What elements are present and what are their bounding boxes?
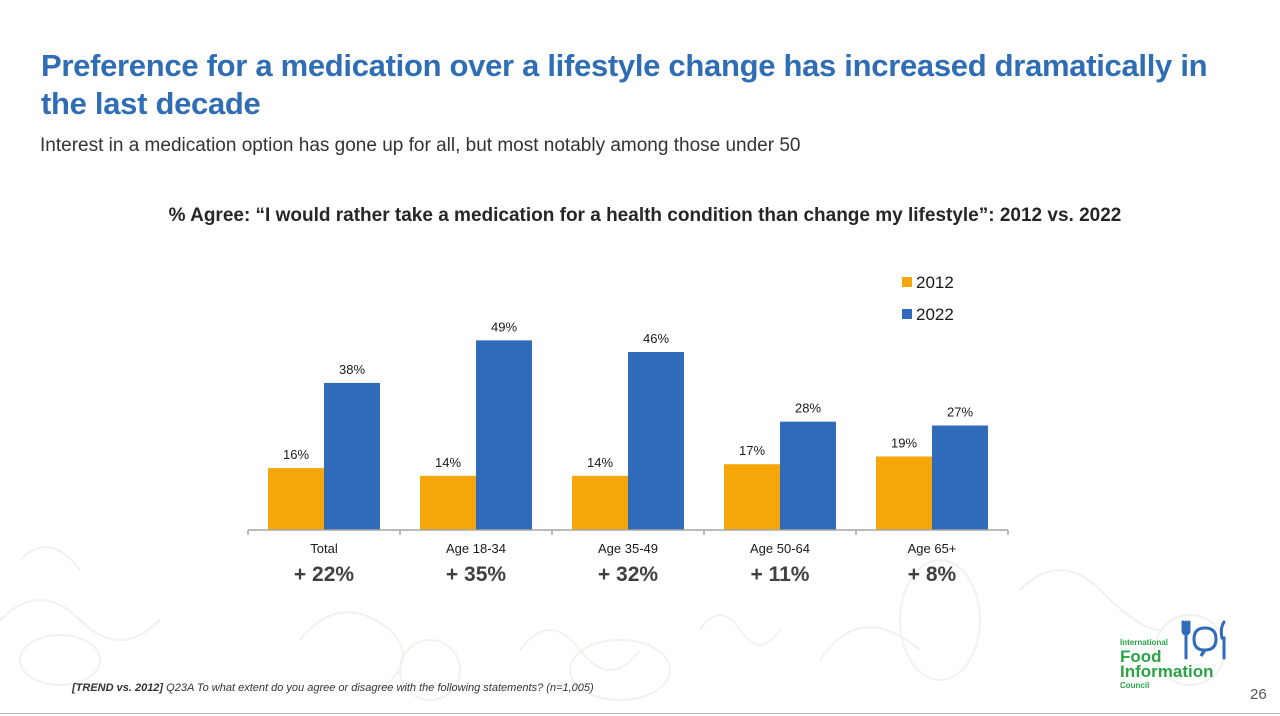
- bar-2022-age-50-64: [780, 421, 836, 530]
- data-label: 38%: [339, 362, 365, 377]
- logo-food: Food: [1120, 647, 1162, 666]
- data-label: 49%: [491, 319, 517, 334]
- bar-2022-total: [324, 382, 380, 530]
- chart-title: % Agree: “I would rather take a medicati…: [168, 205, 1122, 226]
- data-label: 17%: [739, 443, 765, 458]
- difference-label: + 11%: [751, 563, 810, 586]
- bar-2022-age-65-: [932, 425, 988, 530]
- difference-label: + 35%: [446, 563, 506, 586]
- page-number: 26: [1250, 686, 1267, 703]
- legend-swatch-2012: [902, 277, 912, 287]
- logo-information: Information: [1120, 662, 1214, 681]
- category-tick-label: Age 18-34: [446, 541, 506, 556]
- slide-title: Preference for a medication over a lifes…: [41, 48, 1208, 121]
- category-tick-label: Age 50-64: [750, 541, 810, 556]
- difference-label: + 22%: [294, 563, 354, 586]
- bar-2022-age-35-49: [628, 351, 684, 530]
- bar-2012-age-35-49: [572, 475, 628, 530]
- ific-logo: International Food Information Council: [1120, 620, 1250, 690]
- logo-international: International: [1120, 638, 1169, 647]
- slide-subtitle: Interest in a medication option has gone…: [40, 135, 801, 156]
- data-label: 14%: [435, 455, 461, 470]
- legend-swatch-2022: [902, 309, 912, 319]
- bar-chart: 16% 38% Total + 22% 14% 49% Age 18-34 + 35% 14% 4…: [247, 273, 1009, 586]
- legend-label-2022: 2022: [916, 305, 954, 324]
- category-tick-label: Age 65+: [908, 541, 957, 556]
- bar-2012-age-18-34: [420, 475, 476, 530]
- legend-label-2012: 2012: [916, 273, 954, 292]
- category-tick-label: Age 35-49: [598, 541, 658, 556]
- bar-2012-age-65-: [876, 456, 932, 530]
- category-tick-label: Total: [310, 541, 338, 556]
- bar-2012-age-50-64: [724, 464, 780, 530]
- difference-label: + 32%: [598, 563, 658, 586]
- plate-fork-knife-icon: [1181, 620, 1226, 660]
- bottom-divider: [0, 713, 1280, 714]
- bar-2022-age-18-34: [476, 340, 532, 530]
- footnote-text: Q23A To what extent do you agree or disa…: [163, 682, 594, 694]
- data-label: 19%: [891, 435, 917, 450]
- data-label: 46%: [643, 331, 669, 346]
- data-label: 14%: [587, 455, 613, 470]
- difference-label: + 8%: [908, 563, 957, 586]
- footnote: [TREND vs. 2012] Q23A To what extent do …: [72, 682, 594, 694]
- data-label: 27%: [947, 405, 973, 420]
- data-label: 28%: [795, 401, 821, 416]
- bar-2012-total: [268, 468, 324, 530]
- logo-council: Council: [1120, 681, 1150, 690]
- footnote-prefix: [TREND vs. 2012]: [72, 682, 164, 694]
- data-label: 16%: [283, 447, 309, 462]
